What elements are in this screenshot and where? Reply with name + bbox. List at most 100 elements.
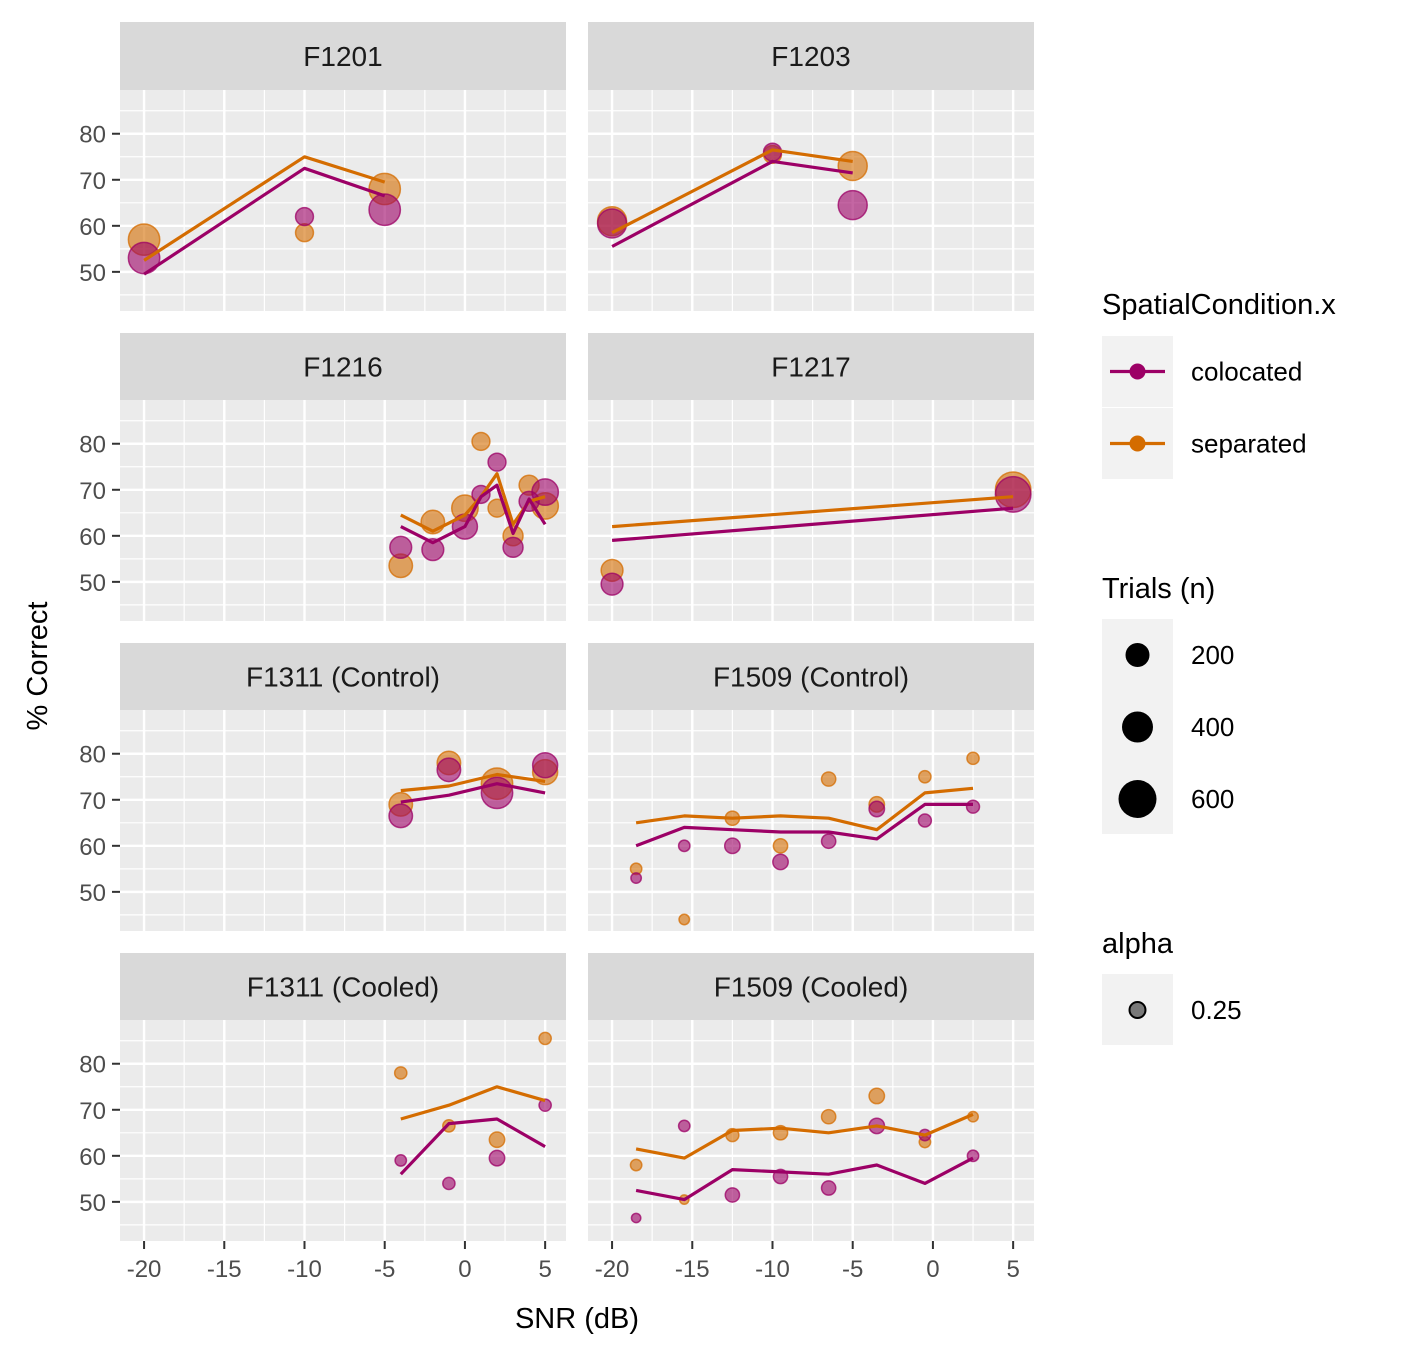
legend-title: alpha: [1102, 928, 1174, 960]
data-point-colocated: [502, 536, 524, 559]
data-point-colocated: [677, 839, 691, 853]
data-point-colocated: [421, 537, 445, 562]
series-line-separated: [611, 148, 853, 235]
data-point-separated: [820, 1108, 837, 1125]
data-point-colocated: [388, 803, 414, 829]
facet-title: F1311 (Control): [246, 662, 440, 693]
facet-title: F1311 (Cooled): [247, 972, 439, 1003]
y-tick-label: 80: [79, 432, 106, 459]
series-line-colocated: [400, 782, 546, 804]
data-point-separated: [868, 1087, 886, 1105]
series-line-separated: [400, 1085, 546, 1121]
data-point-colocated: [723, 837, 741, 855]
data-point-colocated: [630, 1212, 642, 1224]
series-line-colocated: [400, 483, 547, 545]
series-line-colocated: [611, 506, 1014, 542]
legend-label: colocated: [1191, 357, 1302, 387]
y-tick-label: 70: [79, 168, 106, 195]
facet-strip: [588, 333, 1034, 400]
data-point-colocated: [965, 799, 981, 814]
y-tick-label: 50: [79, 570, 106, 597]
legend-title: SpatialCondition.x: [1102, 289, 1336, 321]
facet-strip: [120, 643, 566, 710]
facet-title: F1217: [771, 352, 850, 383]
x-tick-label: 5: [538, 1256, 551, 1283]
plot-background: [120, 710, 566, 931]
series-line-colocated: [611, 159, 853, 248]
data-point-separated: [966, 751, 980, 766]
data-point-colocated: [677, 1119, 691, 1133]
data-point-separated: [393, 1066, 408, 1080]
y-tick-label: 60: [79, 524, 106, 551]
facet-panel: F1509 (Cooled) -20 -15 -10 -5 0 5: [588, 953, 1034, 1283]
facet-title: F1216: [303, 352, 382, 383]
data-point-colocated: [394, 1153, 408, 1167]
data-point-separated: [488, 1131, 506, 1149]
legend-size-point: [1118, 780, 1157, 818]
legend-label: separated: [1191, 429, 1307, 459]
data-point-separated: [918, 769, 932, 784]
series-line-separated: [635, 786, 974, 832]
x-axis-title: SNR (dB): [515, 1303, 639, 1335]
legend-size-point: [1125, 643, 1150, 667]
legend-label: 400: [1191, 712, 1234, 742]
y-axis-title: % Correct: [22, 602, 54, 731]
data-point-colocated: [868, 800, 886, 818]
y-tick-label: 60: [79, 214, 106, 241]
series-line-separated: [611, 495, 1014, 529]
facet-panel: F1216 50 60 70 80: [79, 333, 566, 621]
data-point-colocated: [917, 813, 933, 828]
facet-strip: [588, 22, 1034, 90]
data-point-colocated: [531, 752, 559, 779]
facet-panel: F1201 50 60 70 80: [79, 22, 566, 311]
plot-background: [588, 90, 1034, 311]
data-point-colocated: [724, 1187, 741, 1203]
series-line-separated: [400, 772, 546, 793]
legend-key-point: [1129, 435, 1146, 452]
data-point-colocated: [436, 757, 462, 783]
data-point-separated: [678, 913, 691, 926]
data-point-separated: [772, 837, 789, 854]
facet-panel: F1311 (Cooled) 50 60 70 80 -20 -15 -10 -5 0 5: [79, 953, 566, 1283]
y-tick-label: 60: [79, 1144, 106, 1171]
facet-panel: F1311 (Control) 50 60 70 80: [79, 643, 566, 931]
data-point-separated: [629, 1158, 643, 1172]
legend: SpatialCondition.x colocated separated Tria…: [1102, 289, 1336, 1045]
x-tick-label: -5: [374, 1256, 395, 1283]
y-tick-label: 50: [79, 1190, 106, 1217]
data-point-separated: [294, 223, 315, 243]
legend-key-point: [1129, 363, 1146, 380]
y-tick-label: 70: [79, 1098, 106, 1125]
y-tick-label: 60: [79, 834, 106, 861]
data-point-colocated: [442, 1176, 456, 1191]
data-point-colocated: [488, 1149, 506, 1167]
legend-title: Trials (n): [1102, 573, 1215, 605]
facet-title: F1509 (Cooled): [714, 972, 909, 1003]
data-point-colocated: [600, 572, 624, 596]
x-tick-label: -15: [207, 1256, 242, 1283]
series-line-colocated: [635, 802, 973, 848]
legend-label: 200: [1191, 640, 1234, 670]
data-point-colocated: [820, 833, 837, 850]
x-tick-label: -10: [287, 1256, 322, 1283]
data-point-colocated: [994, 475, 1032, 513]
facet-strip: [588, 643, 1034, 710]
plot-background: [120, 90, 566, 311]
series-line-colocated: [635, 1156, 974, 1202]
x-tick-label: 0: [926, 1256, 939, 1283]
data-point-colocated: [368, 193, 402, 227]
series-line-colocated: [399, 1117, 546, 1176]
legend-size-point: [1122, 711, 1153, 743]
facet-title: F1203: [771, 41, 850, 72]
y-tick-label: 50: [79, 260, 106, 287]
x-tick-label: -20: [595, 1256, 630, 1283]
x-tick-label: -20: [127, 1256, 162, 1283]
facet-panel: F1509 (Control): [588, 643, 1034, 931]
y-tick-label: 80: [79, 742, 106, 769]
x-tick-label: -15: [675, 1256, 710, 1283]
data-point-colocated: [480, 776, 514, 810]
series-line-separated: [143, 155, 386, 262]
y-tick-label: 50: [79, 880, 106, 907]
